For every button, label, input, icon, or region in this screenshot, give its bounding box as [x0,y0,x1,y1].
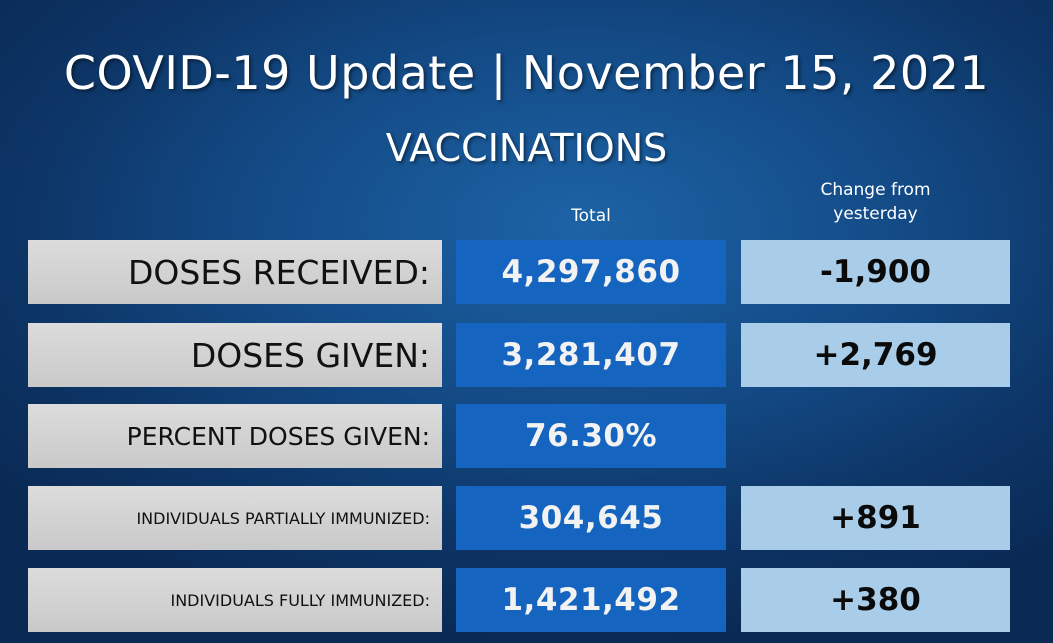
row-label-fully-immunized: INDIVIDUALS FULLY IMMUNIZED: [28,568,442,632]
row-change-fully-immunized: +380 [741,568,1010,632]
row-label-partially-immunized: INDIVIDUALS PARTIALLY IMMUNIZED: [28,486,442,550]
subtitle-text: VACCINATIONS [385,126,668,170]
row-label-percent-doses-given: PERCENT DOSES GIVEN: [28,404,442,468]
row-change-doses-received: -1,900 [741,240,1010,304]
column-header-change: Change from yesterday [741,178,1010,226]
column-header-change-line1: Change from [820,180,931,200]
column-header-change-line2: yesterday [833,204,918,224]
section-subtitle: VACCINATIONS [0,126,1053,170]
column-header-total: Total [571,206,611,226]
row-total-percent-doses-given: 76.30% [456,404,726,468]
page-title: COVID-19 Update | November 15, 2021 [63,46,990,100]
row-total-partially-immunized: 304,645 [456,486,726,550]
row-label-doses-given: DOSES GIVEN: [28,323,442,387]
row-total-fully-immunized: 1,421,492 [456,568,726,632]
row-label-doses-received: DOSES RECEIVED: [28,240,442,304]
row-total-doses-given: 3,281,407 [456,323,726,387]
row-total-doses-received: 4,297,860 [456,240,726,304]
row-change-doses-given: +2,769 [741,323,1010,387]
row-change-partially-immunized: +891 [741,486,1010,550]
